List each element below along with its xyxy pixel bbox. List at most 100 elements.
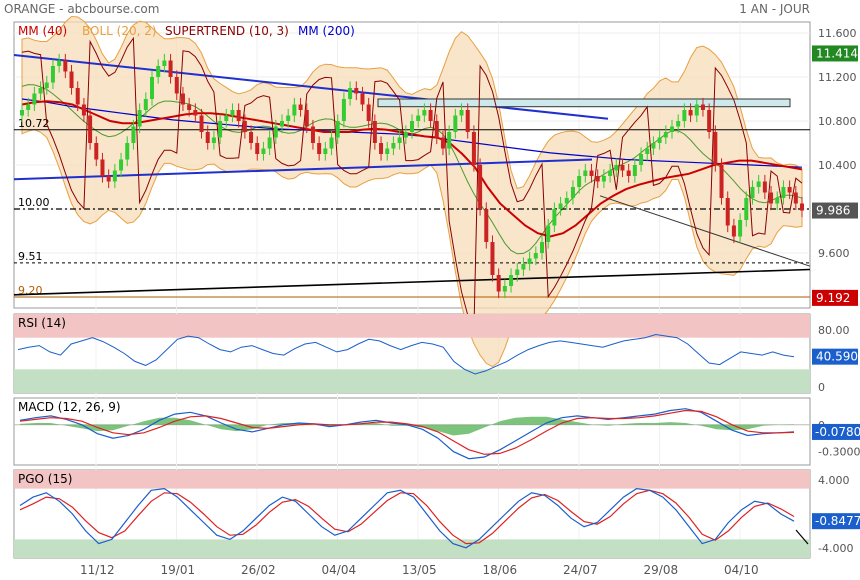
x-tick-label: 29/08 — [644, 563, 679, 577]
candle-body — [793, 192, 798, 204]
x-tick-label: 24/07 — [563, 563, 598, 577]
candle-body — [267, 137, 272, 149]
legend-item: MM (40) — [18, 24, 67, 38]
candle-body — [546, 225, 551, 242]
candle-body — [193, 110, 198, 116]
candle-body — [397, 137, 402, 143]
macd-label: MACD (12, 26, 9) — [18, 400, 121, 414]
price-ytick: 10.400 — [818, 159, 857, 172]
candle-body — [626, 170, 631, 176]
candle-body — [428, 110, 433, 121]
pgo-line — [19, 487, 795, 549]
candle-body — [57, 60, 62, 66]
candle-body — [570, 187, 575, 198]
rsi-oversold-zone — [14, 369, 810, 393]
candle-body — [180, 93, 185, 105]
candle-body — [601, 176, 606, 182]
support-line — [13, 268, 811, 296]
candle-body — [187, 104, 192, 110]
candle-body — [286, 115, 291, 121]
legend-item: BOLL (20, 2) — [82, 24, 157, 38]
candle-body — [304, 110, 309, 127]
level-label: 10.00 — [18, 196, 50, 209]
candle-body — [509, 275, 514, 286]
macd-signal-line — [19, 409, 795, 455]
candle-body — [218, 121, 223, 138]
candle-body — [533, 253, 538, 259]
candle-body — [738, 220, 743, 237]
chart-title: ORANGE - abcbourse.com — [4, 2, 160, 16]
x-tick-label: 11/12 — [80, 563, 115, 577]
candle-body — [769, 192, 774, 204]
candle-body — [236, 110, 241, 121]
pgo-low-zone — [14, 539, 810, 558]
candle-body — [143, 99, 148, 110]
candle-body — [88, 115, 93, 143]
candle-body — [354, 88, 359, 94]
candle-body — [280, 121, 284, 127]
candle-body — [150, 77, 154, 99]
candle-body — [465, 110, 470, 132]
x-tick-label: 13/05 — [402, 563, 437, 577]
rsi-line — [17, 333, 795, 375]
candle-body — [372, 121, 377, 143]
candle-body — [453, 115, 458, 132]
rsi-label: RSI (14) — [18, 316, 66, 330]
candle-body — [168, 60, 173, 77]
candle-body — [119, 159, 124, 171]
candle-body — [125, 143, 130, 160]
x-tick-label: 18/06 — [483, 563, 518, 577]
candle-body — [614, 165, 619, 171]
pgo-value-tag-label: -0.8477 — [815, 514, 860, 528]
level-label: 10.72 — [18, 117, 50, 130]
candle-body — [670, 126, 674, 132]
price-ytick: 11.600 — [818, 27, 857, 40]
candle-body — [317, 143, 322, 154]
candle-body — [100, 159, 105, 176]
candle-body — [224, 115, 229, 121]
candle-body — [484, 209, 489, 242]
candle-body — [422, 110, 427, 116]
support-line-2 — [599, 195, 811, 267]
candle-body — [44, 82, 49, 88]
candle-body — [490, 242, 495, 275]
period-label[interactable]: 1 AN - JOUR — [739, 2, 810, 16]
candle-body — [199, 115, 204, 132]
candle-body — [558, 203, 563, 209]
price-ytick: 11.200 — [818, 71, 857, 84]
pgo-high-zone — [14, 470, 810, 489]
price-tag — [812, 289, 858, 306]
candle-body — [329, 137, 334, 149]
candle-body — [589, 170, 594, 176]
candle-body — [762, 181, 767, 193]
supertrend-line — [21, 36, 803, 331]
candle-body — [360, 93, 365, 105]
candle-body — [688, 110, 693, 116]
candle-body — [620, 165, 625, 171]
candle-body — [552, 209, 557, 226]
candle-body — [26, 104, 31, 110]
candle-body — [676, 121, 681, 127]
candle-body — [416, 115, 421, 121]
pgo-arrow — [795, 529, 809, 545]
candle-body — [694, 104, 699, 116]
price-ytick: 9.600 — [818, 247, 850, 260]
candle-body — [583, 170, 588, 176]
rsi-value-tag — [812, 348, 858, 365]
candle-body — [32, 93, 37, 105]
candle-body — [162, 60, 167, 66]
legend-item: MM (200) — [298, 24, 355, 38]
candle-body — [713, 132, 718, 165]
rsi-value-tag-label: 40.590 — [816, 350, 858, 364]
resistance-zone — [377, 98, 791, 108]
candle-body — [639, 154, 644, 165]
candle-body — [515, 269, 520, 275]
candle-body — [81, 104, 86, 116]
candle-body — [447, 132, 452, 149]
pgo-ytick: 4.000 — [818, 474, 850, 487]
candle-body — [131, 126, 136, 143]
price-tag-label: 9.986 — [816, 204, 850, 218]
candle-body — [69, 71, 74, 88]
